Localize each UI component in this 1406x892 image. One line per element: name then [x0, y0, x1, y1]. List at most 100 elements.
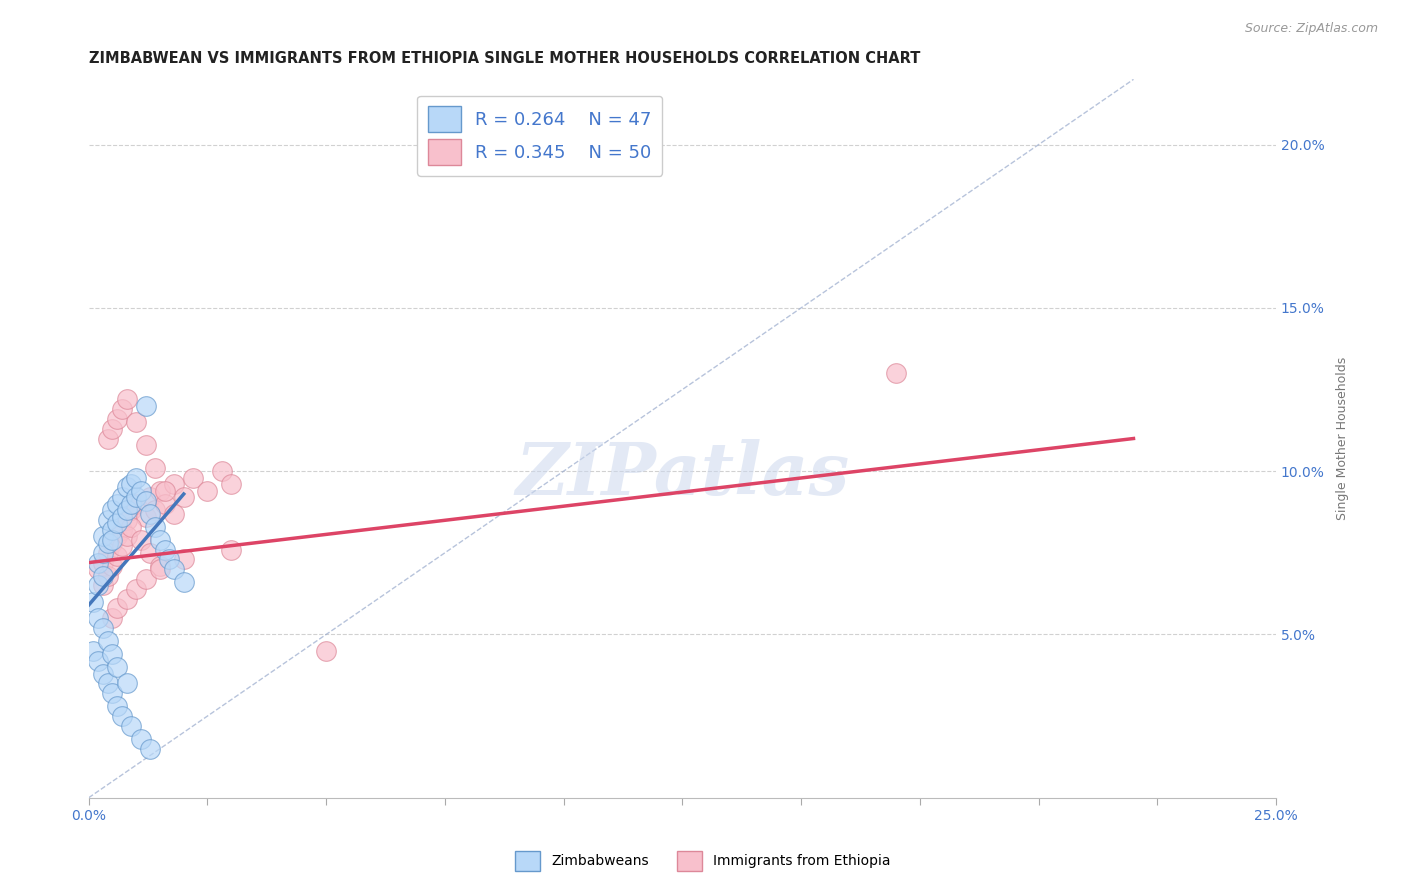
- Point: [91, 621, 114, 635]
- Point: [91, 529, 114, 543]
- Point: [121, 477, 143, 491]
- Point: [97, 568, 120, 582]
- Point: [139, 741, 162, 756]
- Point: [105, 699, 128, 714]
- Point: [163, 477, 186, 491]
- Point: [159, 552, 181, 566]
- Point: [111, 539, 134, 553]
- Point: [105, 601, 128, 615]
- Point: [111, 709, 134, 723]
- Point: [82, 644, 104, 658]
- Point: [115, 676, 138, 690]
- Legend: R = 0.264    N = 47, R = 0.345    N = 50: R = 0.264 N = 47, R = 0.345 N = 50: [418, 95, 662, 176]
- Point: [135, 572, 157, 586]
- Point: [149, 562, 172, 576]
- Point: [91, 666, 114, 681]
- Point: [143, 461, 166, 475]
- Point: [97, 536, 120, 550]
- Point: [129, 483, 152, 498]
- Legend: Zimbabweans, Immigrants from Ethiopia: Zimbabweans, Immigrants from Ethiopia: [510, 846, 896, 876]
- Point: [97, 634, 120, 648]
- Point: [139, 507, 162, 521]
- Point: [91, 546, 114, 560]
- Point: [173, 490, 195, 504]
- Point: [105, 529, 128, 543]
- Point: [315, 644, 337, 658]
- Point: [129, 731, 152, 746]
- Point: [125, 471, 148, 485]
- Point: [105, 549, 128, 563]
- Point: [143, 519, 166, 533]
- Point: [135, 399, 157, 413]
- Point: [219, 477, 242, 491]
- Point: [82, 595, 104, 609]
- Point: [115, 513, 138, 527]
- Point: [139, 546, 162, 560]
- Point: [87, 562, 110, 576]
- Point: [181, 471, 204, 485]
- Point: [111, 402, 134, 417]
- Point: [101, 533, 124, 547]
- Point: [163, 562, 186, 576]
- Point: [105, 660, 128, 674]
- Point: [121, 519, 143, 533]
- Point: [135, 509, 157, 524]
- Point: [163, 507, 186, 521]
- Point: [149, 558, 172, 573]
- Point: [115, 503, 138, 517]
- Point: [97, 676, 120, 690]
- Point: [111, 509, 134, 524]
- Point: [111, 490, 134, 504]
- Point: [125, 415, 148, 429]
- Point: [149, 483, 172, 498]
- Point: [101, 503, 124, 517]
- Point: [121, 503, 143, 517]
- Point: [149, 533, 172, 547]
- Point: [197, 483, 219, 498]
- Point: [101, 523, 124, 537]
- Point: [115, 392, 138, 407]
- Point: [101, 422, 124, 436]
- Point: [91, 556, 114, 570]
- Point: [101, 686, 124, 700]
- Point: [139, 490, 162, 504]
- Point: [97, 546, 120, 560]
- Point: [105, 516, 128, 531]
- Point: [105, 497, 128, 511]
- Point: [153, 542, 176, 557]
- Point: [173, 552, 195, 566]
- Point: [101, 558, 124, 573]
- Point: [173, 575, 195, 590]
- Point: [87, 556, 110, 570]
- Point: [219, 542, 242, 557]
- Point: [129, 533, 152, 547]
- Point: [115, 591, 138, 606]
- Point: [143, 503, 166, 517]
- Point: [135, 493, 157, 508]
- Point: [101, 536, 124, 550]
- Text: ZIMBABWEAN VS IMMIGRANTS FROM ETHIOPIA SINGLE MOTHER HOUSEHOLDS CORRELATION CHAR: ZIMBABWEAN VS IMMIGRANTS FROM ETHIOPIA S…: [89, 51, 920, 66]
- Text: ZIPatlas: ZIPatlas: [515, 439, 849, 510]
- Point: [87, 611, 110, 625]
- Point: [115, 481, 138, 495]
- Point: [125, 490, 148, 504]
- Point: [125, 582, 148, 596]
- Point: [97, 432, 120, 446]
- Text: Source: ZipAtlas.com: Source: ZipAtlas.com: [1244, 22, 1378, 36]
- Y-axis label: Single Mother Households: Single Mother Households: [1336, 357, 1348, 520]
- Point: [884, 366, 907, 380]
- Point: [105, 412, 128, 426]
- Point: [121, 719, 143, 733]
- Point: [91, 568, 114, 582]
- Point: [87, 578, 110, 592]
- Point: [135, 438, 157, 452]
- Point: [121, 497, 143, 511]
- Point: [153, 483, 176, 498]
- Point: [91, 578, 114, 592]
- Point: [111, 523, 134, 537]
- Point: [115, 529, 138, 543]
- Point: [97, 513, 120, 527]
- Point: [87, 654, 110, 668]
- Point: [211, 464, 233, 478]
- Point: [125, 497, 148, 511]
